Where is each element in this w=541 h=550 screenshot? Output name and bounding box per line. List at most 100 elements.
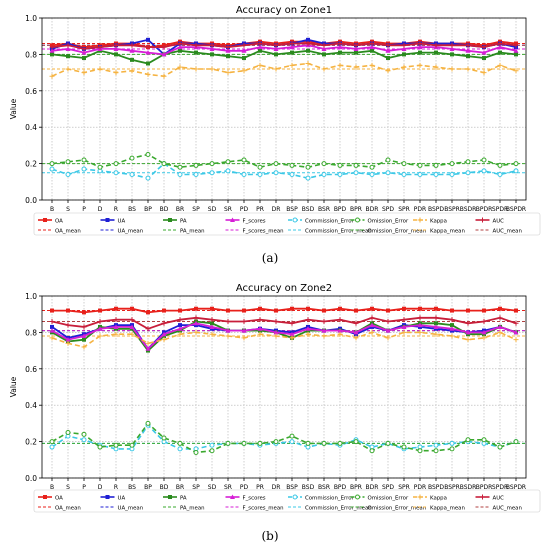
data-point-f_scores [465,329,471,335]
legend-label-ua_mean: UA_mean [118,506,144,512]
data-point-auc [65,42,71,48]
data-point-auc [49,44,55,50]
data-point-commission_error [225,168,231,174]
data-point-f_scores [497,44,503,50]
legend-label-pa_mean: PA_mean [180,506,205,512]
data-point-omission_error [225,159,231,165]
data-point-auc [177,317,183,323]
data-point-f_scores [209,46,215,51]
data-point-commission_error [481,168,487,174]
data-point-commission_error [497,172,503,178]
data-point-commission_error [81,166,87,172]
data-point-omission_error [305,440,311,446]
data-point-auc [97,44,103,50]
legend-marker-auc [480,494,485,500]
legend-label-oa: OA [55,496,63,502]
data-point-kappa [513,337,519,343]
legend-label-omission_error_mean: Omission_Error_mean [368,506,427,512]
data-point-f_scores [177,326,183,331]
data-point-oa [466,308,470,313]
data-point-omission_error [65,430,71,435]
y-tick-label: 0.2 [25,160,37,169]
x-tick-label: BSPD [428,484,444,491]
data-point-omission_error [241,440,247,446]
x-tick-label: DR [272,206,281,213]
data-point-omission_error [497,444,503,450]
data-point-f_scores [273,329,279,335]
legend-marker-f_scores [230,494,235,499]
data-point-kappa [129,68,135,74]
data-point-auc [337,40,343,46]
data-point-auc [465,320,471,326]
data-point-commission_error [337,172,343,178]
data-point-commission_error [81,437,87,443]
data-point-omission_error [305,164,311,170]
legend-label-kappa: Kappa [430,219,447,225]
x-tick-label: PD [240,206,249,213]
data-point-pa [82,56,86,61]
data-point-pa [50,52,54,57]
data-point-auc [417,315,423,321]
data-point-auc [81,46,87,52]
data-point-f_scores [417,322,423,328]
data-point-auc [321,318,327,324]
legend-marker-ua [105,218,110,222]
legend-label-omission_error: Omission_Error [368,219,409,225]
data-point-omission_error [481,157,487,163]
data-point-commission_error [417,172,423,178]
legend-label-kappa: Kappa [430,496,447,502]
x-tick-label: BSD [302,484,315,491]
data-point-omission_error [321,440,327,446]
data-point-auc [337,317,343,323]
data-point-oa [338,306,342,311]
x-tick-label: BSP [286,484,298,491]
legend-marker-f_scores [230,217,235,222]
data-point-omission_error [465,437,471,443]
data-point-f_scores [481,329,487,335]
data-point-f_scores [225,48,231,53]
x-tick-label: DR [272,484,281,491]
data-point-omission_error [289,433,295,439]
data-point-commission_error [145,175,151,181]
data-point-kappa [129,331,135,337]
y-tick-label: 0.0 [25,196,37,205]
data-point-omission_error [417,162,423,168]
data-point-f_scores [241,328,247,333]
data-point-kappa [337,62,343,68]
data-point-oa [226,308,230,313]
data-point-ua [178,323,182,328]
panel-caption: (a) [262,251,279,265]
data-point-kappa [193,66,199,72]
data-point-commission_error [321,172,327,178]
legend-label-f_scores: F_scores [243,219,266,225]
y-tick-label: 0.0 [25,474,37,483]
legend-label-pa_mean: PA_mean [180,229,205,235]
y-axis-label: Value [9,376,18,397]
data-point-commission_error [289,172,295,178]
data-point-f_scores [113,324,119,329]
data-point-pa [306,48,310,53]
data-point-omission_error [369,448,375,454]
data-point-commission_error [449,440,455,446]
data-point-auc [113,317,119,323]
x-tick-label: SPD [382,206,394,213]
data-point-pa [114,52,118,57]
data-point-f_scores [353,329,359,335]
data-point-pa [82,337,86,342]
data-point-commission_error [449,172,455,178]
data-point-commission_error [49,166,55,172]
axes-frame [41,17,527,201]
data-point-omission_error [465,159,471,165]
data-point-f_scores [49,48,55,53]
legend-label-pa: PA [180,219,187,225]
series-line-kappa [51,62,517,78]
x-tick-label: SPR [398,206,410,213]
data-point-kappa [449,333,455,339]
data-point-f_scores [369,44,375,50]
data-point-omission_error [193,162,199,168]
data-point-commission_error [193,172,199,178]
data-point-auc [465,42,471,48]
data-point-kappa [353,335,359,341]
